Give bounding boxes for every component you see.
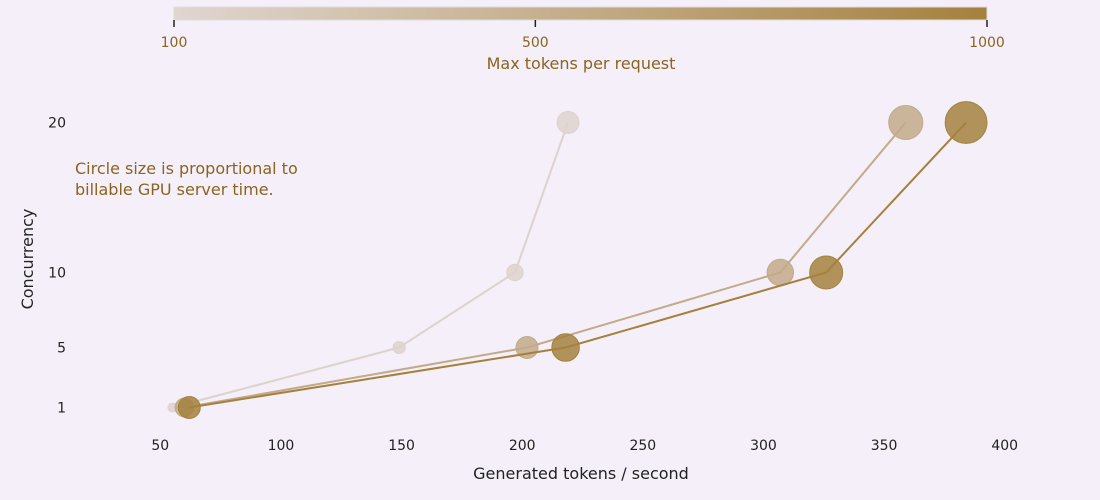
x-axis: 50 100 150 200 250 300 350 400 xyxy=(151,438,1018,454)
data-point xyxy=(766,258,795,287)
x-axis-title: Generated tokens / second xyxy=(473,464,689,483)
series-line xyxy=(172,122,569,409)
series-line xyxy=(189,121,967,409)
colorbar-gradient xyxy=(173,6,988,21)
colorbar-tick-label: 500 xyxy=(522,35,549,51)
y-tick-label: 20 xyxy=(48,116,66,132)
x-tick-label: 100 xyxy=(268,438,295,454)
data-point xyxy=(392,340,406,355)
data-point xyxy=(177,396,201,419)
x-tick-label: 200 xyxy=(509,438,536,454)
series-1000 xyxy=(177,101,988,419)
x-tick-label: 150 xyxy=(388,438,415,454)
series-line xyxy=(184,121,907,409)
series-500 xyxy=(174,104,924,418)
series-100 xyxy=(167,111,580,413)
x-tick-label: 300 xyxy=(750,438,777,454)
colorbar-title: Max tokens per request xyxy=(487,54,676,73)
x-tick-label: 400 xyxy=(991,438,1018,454)
data-point xyxy=(809,255,844,290)
x-tick-label: 50 xyxy=(151,438,169,454)
colorbar: 100 500 1000 Max tokens per request xyxy=(161,6,1005,73)
y-tick-label: 5 xyxy=(57,341,66,357)
colorbar-tick-label: 1000 xyxy=(969,35,1005,51)
x-tick-label: 250 xyxy=(629,438,656,454)
y-tick-label: 1 xyxy=(57,401,66,417)
y-axis: 1 5 10 20 xyxy=(48,116,66,417)
data-point xyxy=(551,333,580,362)
annotation: Circle size is proportional to billable … xyxy=(75,159,303,199)
series-layer xyxy=(167,101,988,419)
y-axis-title: Concurrency xyxy=(18,209,37,310)
x-tick-label: 350 xyxy=(871,438,898,454)
annotation-line-2: billable GPU server time. xyxy=(75,180,274,199)
y-tick-label: 10 xyxy=(48,266,66,282)
annotation-line-1: Circle size is proportional to xyxy=(75,159,298,178)
colorbar-tick-label: 100 xyxy=(161,35,188,51)
data-point xyxy=(944,101,988,144)
data-point xyxy=(506,263,524,282)
data-point xyxy=(888,104,924,141)
data-point xyxy=(556,111,580,134)
